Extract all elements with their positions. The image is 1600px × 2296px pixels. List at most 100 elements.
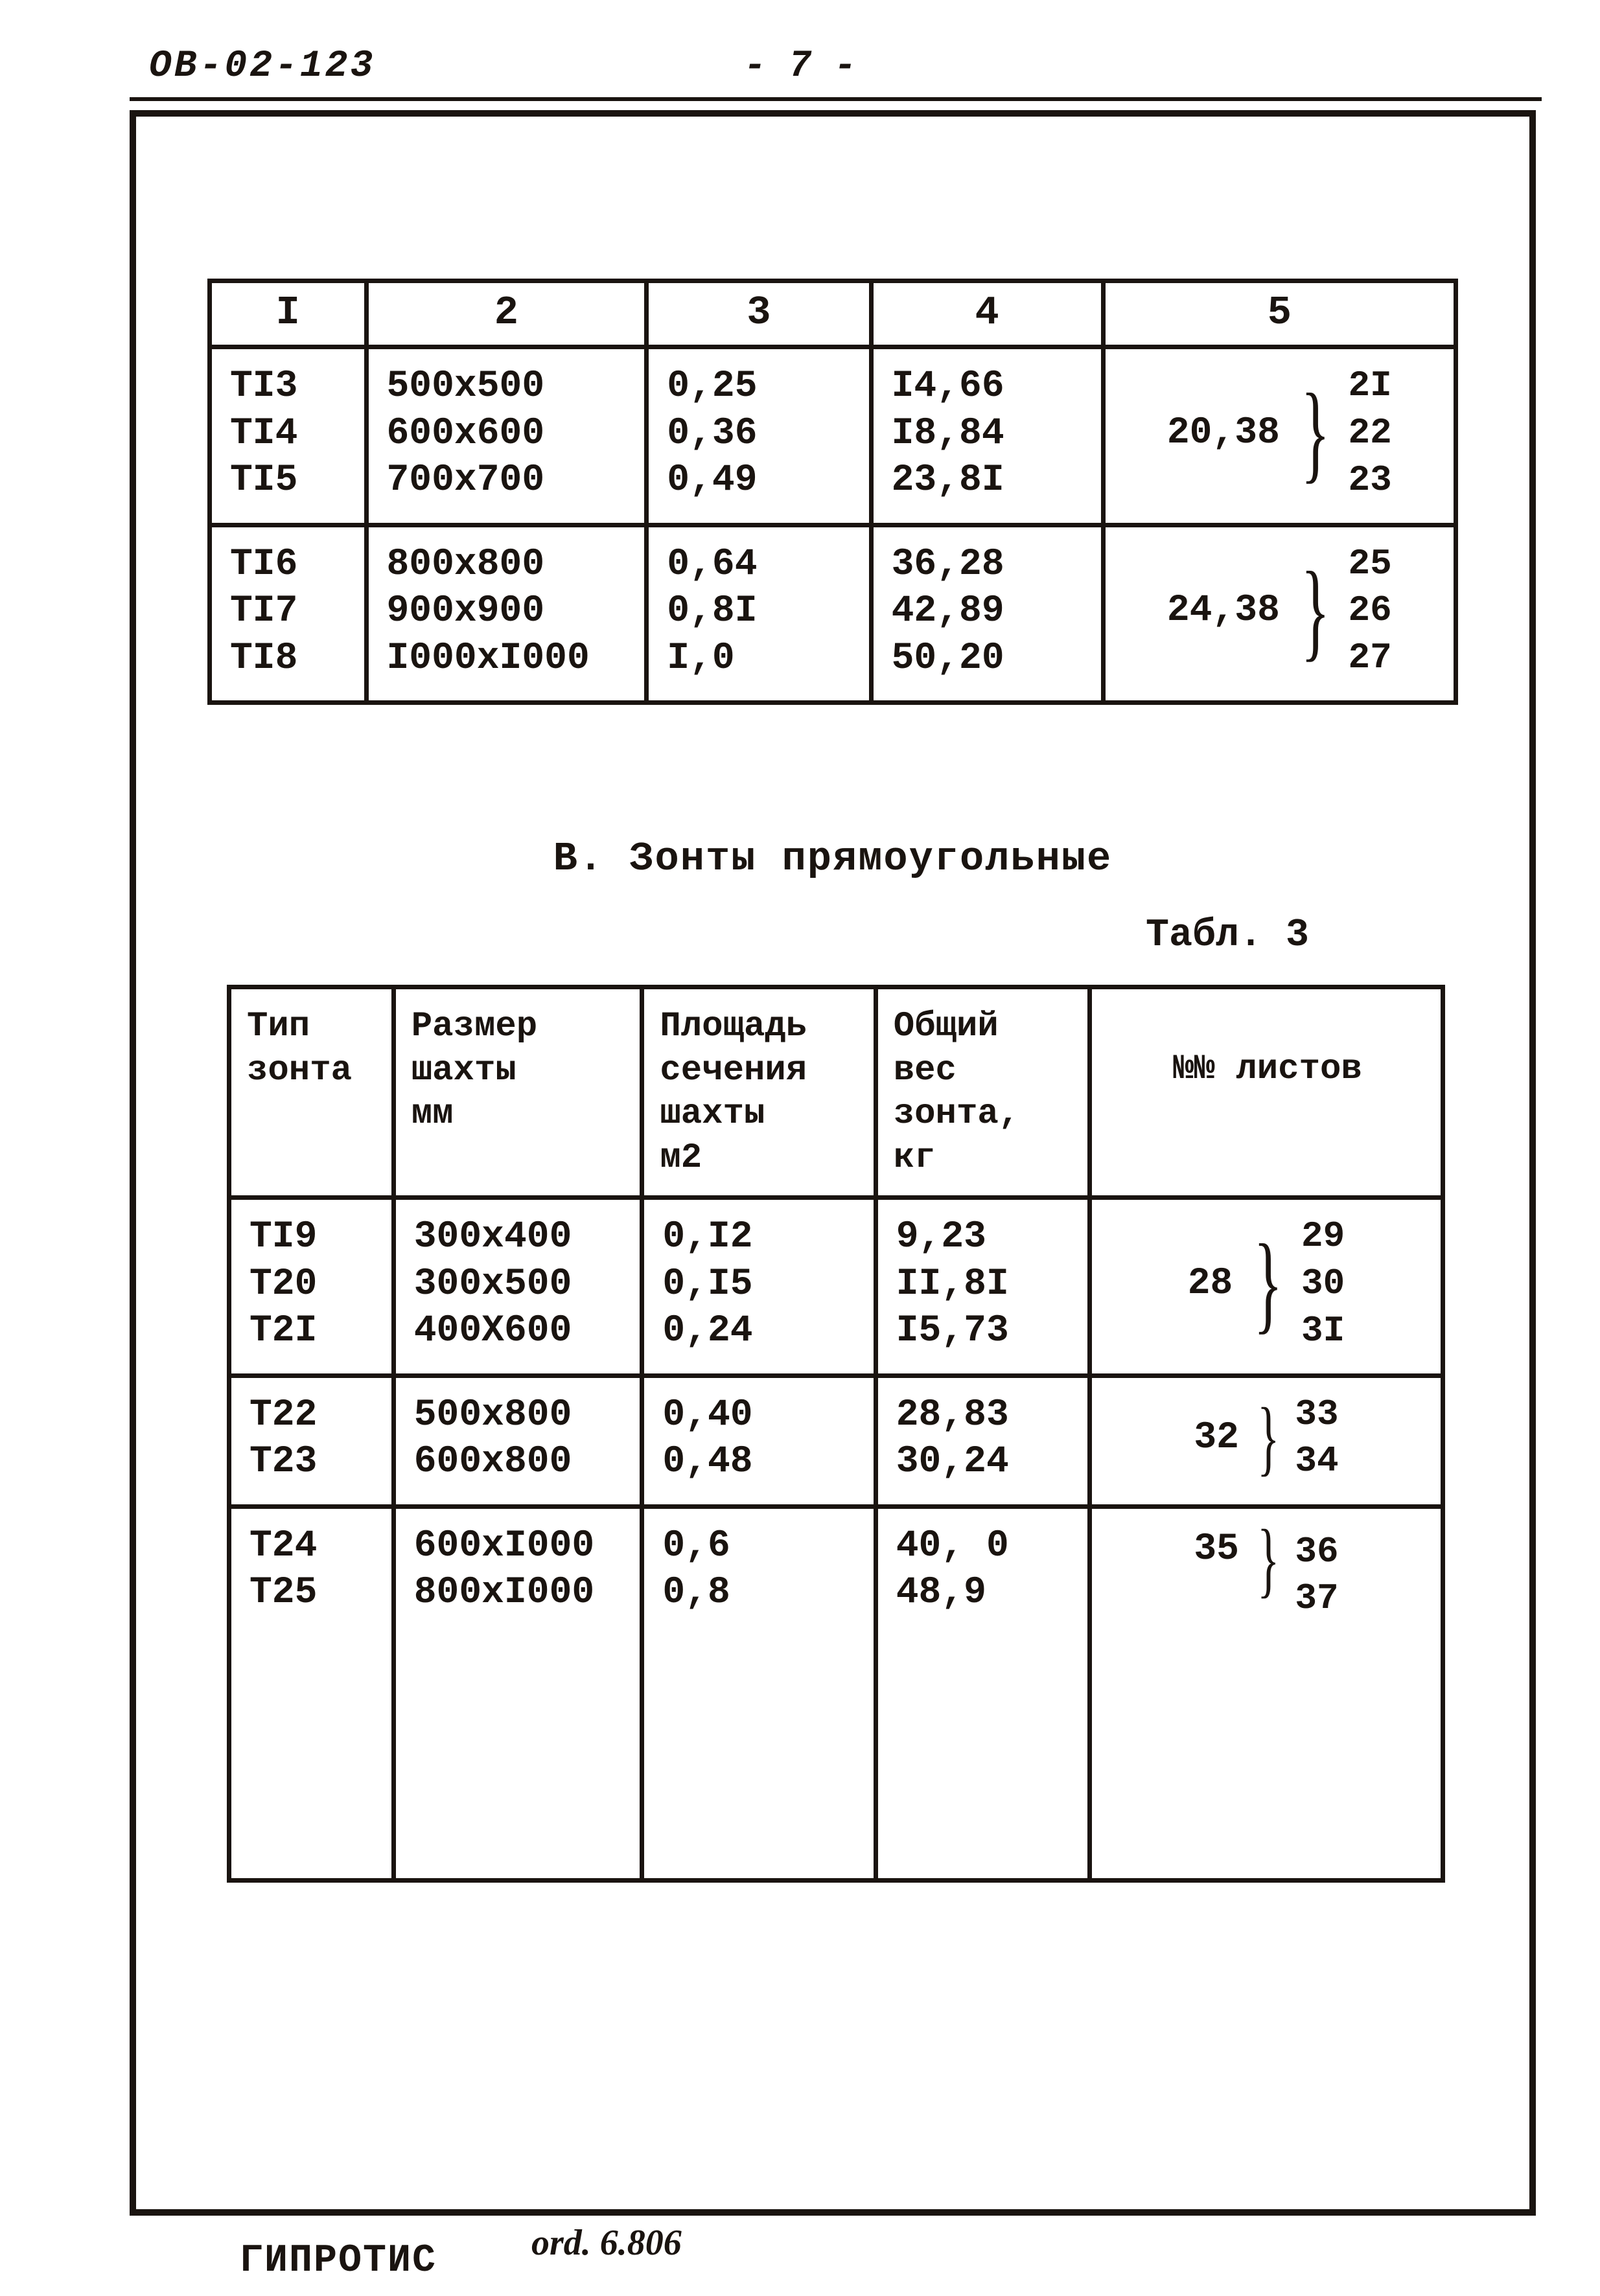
table-cell-sheets: 20,38}2I2223: [1103, 347, 1455, 525]
table-cell: ТI6ТI7ТI8: [210, 525, 367, 703]
sheet-number-list: 252627: [1346, 540, 1392, 682]
table-header-cell: Площадьсеченияшахтым2: [642, 987, 875, 1198]
brace-glyph: }: [1299, 391, 1332, 474]
shared-sheet-number: 32: [1194, 1417, 1244, 1459]
cell-value: 400Х600: [414, 1308, 622, 1355]
table-cell: 0,60,8: [642, 1506, 875, 1880]
sheet-number: 26: [1349, 587, 1392, 634]
table-row: ТI6ТI7ТI8800х800900х900I000хI0000,640,8I…: [210, 525, 1456, 703]
table-cell: Т24Т25: [229, 1506, 394, 1880]
cell-value: 600х800: [414, 1439, 622, 1486]
shared-sheet-number: 20,38: [1167, 412, 1285, 454]
sheet-number: 25: [1349, 540, 1392, 588]
table-continuation: I2345ТI3ТI4ТI5500х500600х600700х7000,250…: [207, 279, 1458, 705]
column-header: Площадьсеченияшахтым2: [644, 989, 873, 1195]
cell-value: Т22: [249, 1392, 373, 1440]
column-header: 5: [1106, 283, 1454, 345]
shared-sheet-number: 35: [1194, 1528, 1244, 1570]
table-cell-sheets: 24,38}252627: [1103, 525, 1455, 703]
cell-value: 30,24: [896, 1439, 1069, 1486]
cell-value: 0,8: [662, 1570, 855, 1617]
table-cell: 800х800900х900I000хI000: [366, 525, 647, 703]
cell-value: 800х800: [387, 542, 627, 589]
cell-value: 40, 0: [896, 1523, 1069, 1570]
cell-value: 23,8I: [892, 457, 1083, 505]
cell-value: Т20: [249, 1261, 373, 1309]
cell-value: 50,20: [892, 636, 1083, 683]
column-header: 2: [369, 283, 645, 345]
table-cell: 600хI000800хI000: [393, 1506, 642, 1880]
cell-value: 300х500: [414, 1261, 622, 1309]
column-header: 4: [874, 283, 1101, 345]
table-rectangular-hoods: ТипзонтаРазмершахтыммПлощадьсеченияшахты…: [227, 985, 1445, 1883]
table-cell: ТI3ТI4ТI5: [210, 347, 367, 525]
sheet-number: 37: [1295, 1575, 1338, 1622]
footer-org: ГИПРОТИС: [240, 2239, 437, 2283]
cell-value: 0,48: [662, 1439, 855, 1486]
footer-order-no: ord. 6.806: [531, 2222, 682, 2264]
table-header-cell: 3: [647, 281, 871, 347]
table-cell: ТI9Т20Т2I: [229, 1198, 394, 1376]
cell-value: I,0: [667, 636, 850, 683]
cell-value: 0,6: [662, 1523, 855, 1570]
cell-value: 0,49: [667, 457, 850, 505]
table-cell: 9,23II,8II5,73: [875, 1198, 1089, 1376]
table-header-cell: Размершахтымм: [393, 987, 642, 1198]
cell-value: ТI4: [230, 411, 346, 458]
table-cell: Т22Т23: [229, 1375, 394, 1506]
sheet-number: 30: [1301, 1260, 1345, 1307]
cell-value: Т25: [249, 1570, 373, 1617]
cell-value: Т24: [249, 1523, 373, 1570]
table-label: Табл. 3: [1146, 913, 1309, 958]
table-cell: 500х800600х800: [393, 1375, 642, 1506]
header-rule: [130, 97, 1542, 101]
table-row: Т24Т25600хI000800хI0000,60,840, 048,935}…: [229, 1506, 1443, 1880]
table-cell: 500х500600х600700х700: [366, 347, 647, 525]
cell-value: 500х800: [414, 1392, 622, 1440]
cell-value: ТI8: [230, 636, 346, 683]
cell-value: 0,24: [662, 1308, 855, 1355]
cell-value: 700х700: [387, 457, 627, 505]
cell-value: 600хI000: [414, 1523, 622, 1570]
table-header-cell: I: [210, 281, 367, 347]
cell-value: I8,84: [892, 411, 1083, 458]
document-id: ОВ-02-123: [149, 45, 375, 87]
table-cell: 0,250,360,49: [647, 347, 871, 525]
cell-value: 300х400: [414, 1214, 622, 1261]
cell-value: 0,I5: [662, 1261, 855, 1309]
cell-value: I000хI000: [387, 636, 627, 683]
table-header-cell: Типзонта: [229, 987, 394, 1198]
cell-value: I5,73: [896, 1308, 1069, 1355]
table-cell: 300х400300х500400Х600: [393, 1198, 642, 1376]
cell-value: 500х500: [387, 363, 627, 411]
column-header: Размершахтымм: [396, 989, 640, 1152]
page-footer: ГИПРОТИС ord. 6.806: [0, 2225, 1600, 2283]
cell-value: ТI6: [230, 542, 346, 589]
table-header-cell: 4: [871, 281, 1103, 347]
brace-glyph: }: [1251, 1242, 1284, 1325]
table-cell: 0,I20,I50,24: [642, 1198, 875, 1376]
table-cell: 0,640,8II,0: [647, 525, 871, 703]
shared-sheet-number: 24,38: [1167, 590, 1285, 632]
cell-value: 9,23: [896, 1214, 1069, 1261]
sheet-number: 33: [1295, 1391, 1338, 1438]
section-title: В. Зонты прямоугольные: [136, 836, 1529, 882]
table-header-row: ТипзонтаРазмершахтыммПлощадьсеченияшахты…: [229, 987, 1443, 1198]
sheet-number: 34: [1295, 1438, 1338, 1485]
table-cell: 28,8330,24: [875, 1375, 1089, 1506]
cell-value: 36,28: [892, 542, 1083, 589]
sheet-number: 29: [1301, 1213, 1345, 1260]
cell-value: 800хI000: [414, 1570, 622, 1617]
cell-value: ТI9: [249, 1214, 373, 1261]
cell-value: Т23: [249, 1439, 373, 1486]
table-cell: 40, 048,9: [875, 1506, 1089, 1880]
cell-value: 0,25: [667, 363, 850, 411]
sheet-number: 2I: [1349, 362, 1392, 409]
cell-value: 600х600: [387, 411, 627, 458]
column-header: Типзонта: [231, 989, 391, 1108]
table-row: ТI3ТI4ТI5500х500600х600700х7000,250,360,…: [210, 347, 1456, 525]
cell-value: 0,64: [667, 542, 850, 589]
cell-value: 0,40: [662, 1392, 855, 1440]
cell-value: I4,66: [892, 363, 1083, 411]
table-header-cell: 2: [366, 281, 647, 347]
